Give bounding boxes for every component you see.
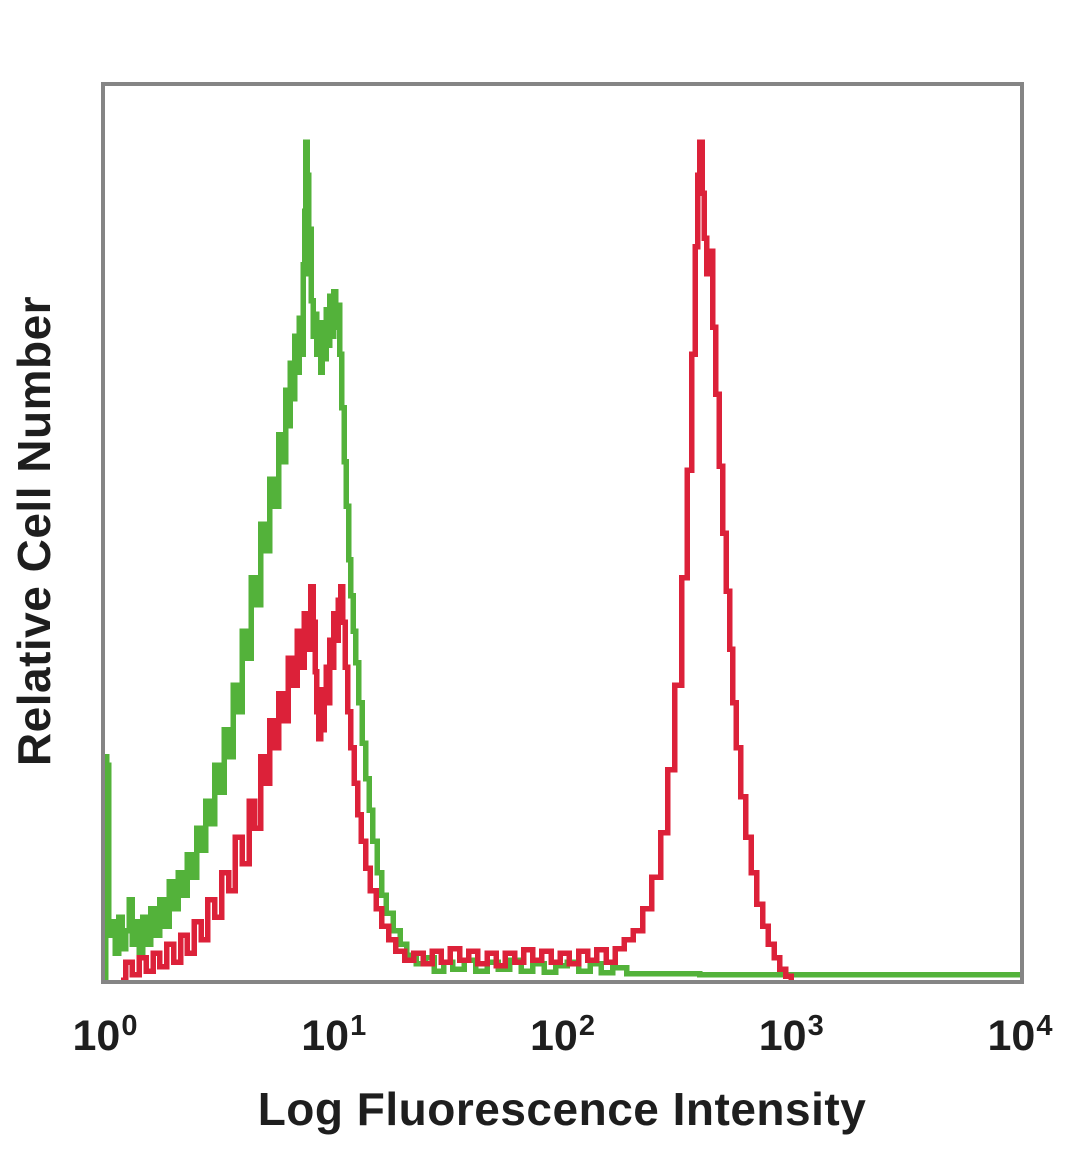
red-curve (121, 139, 795, 980)
x-tick-label: 104 (987, 1010, 1053, 1060)
x-tick-exponent: 4 (1036, 1010, 1053, 1042)
x-tick-exponent: 3 (807, 1010, 824, 1042)
x-tick-label: 103 (758, 1010, 824, 1060)
x-tick-exponent: 1 (350, 1010, 367, 1042)
x-axis-tick-labels: 100 101 102 103 104 (0, 1010, 1080, 1080)
x-tick-exponent: 0 (121, 1010, 138, 1042)
x-axis-title: Log Fluorescence Intensity (257, 1083, 867, 1135)
plot-area (101, 82, 1024, 984)
histogram-canvas (105, 139, 1020, 980)
x-tick-label: 102 (530, 1010, 595, 1060)
x-tick-label: 100 (72, 1010, 138, 1060)
x-tick-label: 101 (301, 1010, 367, 1060)
y-axis-title: Relative Cell Number (8, 295, 60, 767)
x-tick-exponent: 2 (578, 1010, 595, 1042)
green-curve (105, 139, 1020, 980)
